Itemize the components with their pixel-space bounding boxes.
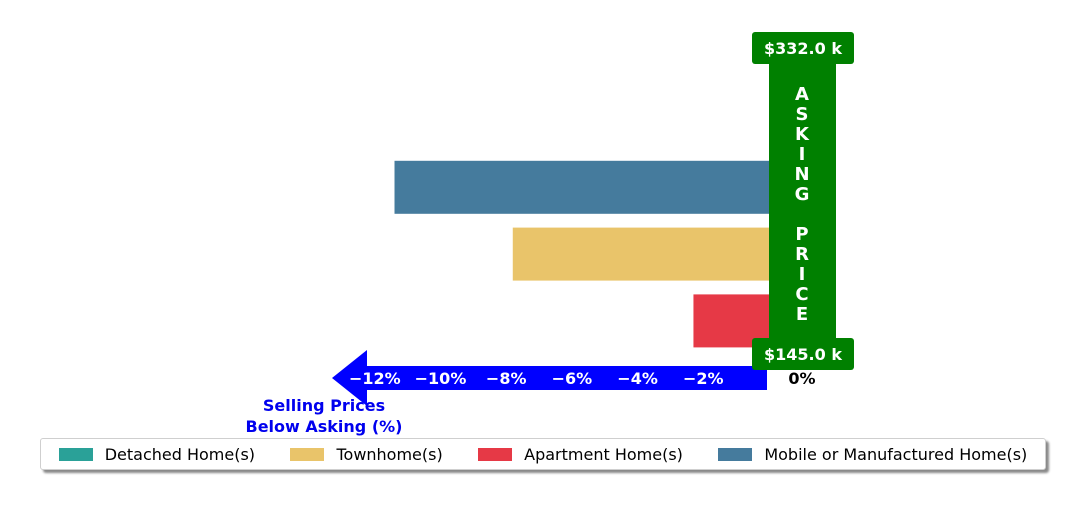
- legend-label: Mobile or Manufactured Home(s): [764, 444, 1028, 464]
- x-tick-label: −12%: [349, 369, 401, 388]
- max-asking-price-label-box: [752, 32, 854, 64]
- legend-item: Apartment Home(s): [478, 445, 683, 464]
- legend-label: Apartment Home(s): [524, 444, 683, 464]
- bar-townhome-s: [512, 227, 769, 281]
- max-asking-price-label: $332.0 k: [764, 39, 842, 58]
- x-axis-caption: Below Asking (%): [246, 417, 403, 436]
- min-asking-price-label: $145.0 k: [764, 345, 842, 364]
- legend-swatch: [58, 447, 93, 461]
- x-tick-label: −2%: [683, 369, 724, 388]
- x-axis-caption: Selling Prices: [263, 396, 385, 415]
- x-tick-label: −10%: [415, 369, 467, 388]
- legend-label: Detached Home(s): [104, 444, 256, 464]
- zero-tick-label: 0%: [788, 369, 815, 388]
- legend-item: Townhome(s): [290, 444, 443, 464]
- x-tick-label: −6%: [552, 369, 593, 388]
- asking-price-column: [769, 60, 836, 350]
- legend-label: Townhome(s): [336, 444, 443, 464]
- legend-swatch: [478, 447, 513, 461]
- axis-arrow-layer: −12% −10% −8% −6% −4% −2% 0% Selling Prices Belo…: [246, 350, 816, 436]
- min-asking-price-label-box: [752, 338, 854, 370]
- legend-item: Detached Home(s): [58, 444, 256, 464]
- legend: Detached Home(s) Townhome(s) Apartment Hom…: [40, 438, 1046, 470]
- bars-layer: [394, 94, 776, 348]
- legend-item: Mobile or Manufactured Home(s): [718, 445, 1027, 464]
- legend-swatch: [290, 447, 325, 461]
- legend-swatch: [718, 447, 753, 461]
- bar-mobile-or-manufactured-home-s: [394, 160, 769, 214]
- x-tick-label: −8%: [486, 369, 527, 388]
- x-tick-label: −4%: [617, 369, 658, 388]
- below-asking-arrow: [332, 350, 767, 406]
